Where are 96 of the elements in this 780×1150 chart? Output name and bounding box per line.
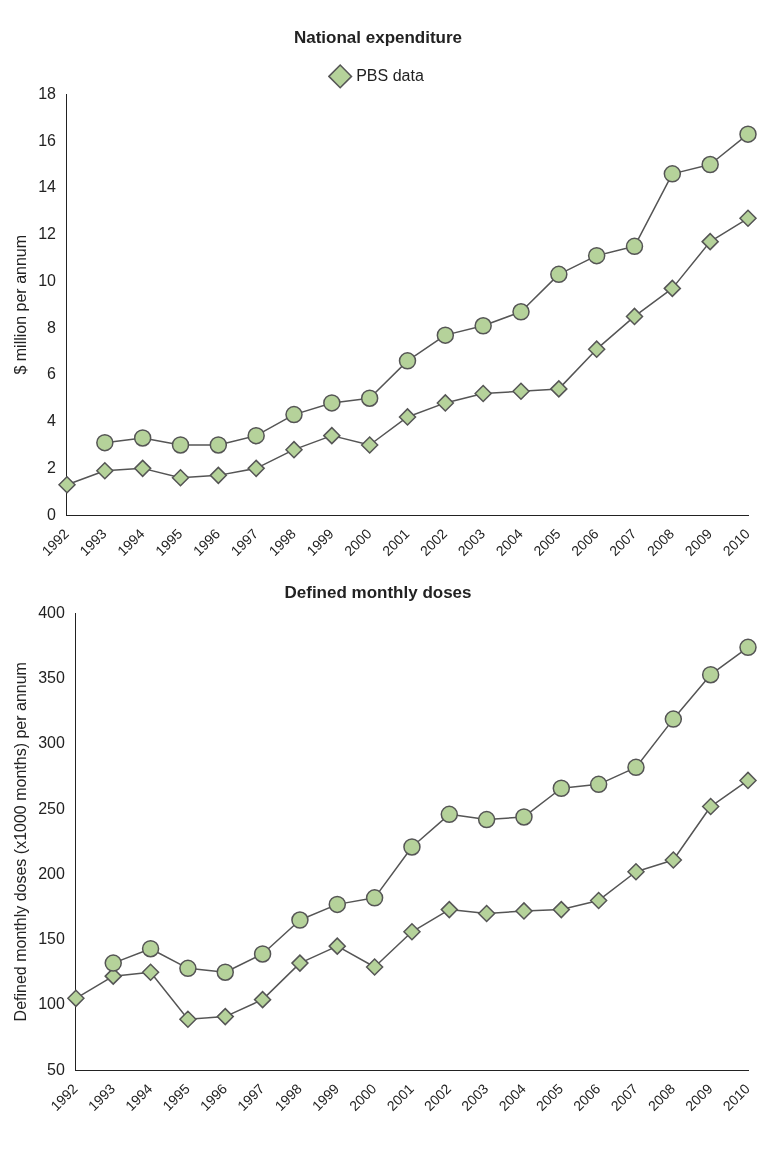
point <box>664 851 683 869</box>
point <box>253 945 272 963</box>
y-tick-label: 50 <box>47 1060 65 1078</box>
point <box>550 265 568 284</box>
point <box>216 1007 234 1026</box>
point <box>701 797 720 816</box>
point <box>550 380 568 398</box>
point <box>515 808 533 826</box>
point <box>474 384 492 403</box>
point <box>360 389 379 407</box>
point <box>440 805 459 824</box>
point <box>58 475 76 494</box>
point <box>291 954 309 972</box>
y-tick-label: 400 <box>38 603 65 621</box>
point <box>285 405 303 424</box>
y-tick-label: 200 <box>38 864 65 882</box>
y-axis-title: Defined monthly doses (x1000 months) per annum <box>12 662 30 1022</box>
point <box>67 989 85 1008</box>
legend-label: PBS data <box>356 66 424 84</box>
point <box>625 307 644 326</box>
y-tick-label: 100 <box>38 995 65 1013</box>
point <box>587 246 606 265</box>
point <box>209 436 228 454</box>
y-tick-label: 6 <box>47 365 57 383</box>
y-axis-title: $ million per annum <box>12 234 30 375</box>
point <box>474 317 492 335</box>
point <box>96 433 114 452</box>
y-tick-label: 16 <box>38 131 57 149</box>
point <box>589 891 608 910</box>
point <box>216 963 234 981</box>
point <box>512 303 530 321</box>
point <box>360 436 379 454</box>
point <box>701 155 719 174</box>
point <box>291 911 309 929</box>
point <box>436 326 455 344</box>
point <box>247 426 265 445</box>
point <box>247 459 265 478</box>
point <box>141 940 160 958</box>
point <box>365 958 384 976</box>
point <box>171 468 190 487</box>
y-tick-label: 8 <box>47 318 57 336</box>
y-tick-label: 300 <box>38 734 65 752</box>
chart-title: Defined monthly doses <box>284 582 472 602</box>
point <box>739 638 757 657</box>
y-tick-label: 2 <box>47 458 57 476</box>
point <box>436 394 455 412</box>
point <box>663 279 682 298</box>
point <box>133 429 152 447</box>
y-tick-label: 350 <box>38 669 65 687</box>
point <box>625 237 644 256</box>
point <box>398 352 417 370</box>
point <box>627 863 645 881</box>
point <box>627 758 645 777</box>
point <box>589 775 608 794</box>
point <box>253 990 272 1009</box>
point <box>587 340 606 358</box>
point <box>328 895 347 914</box>
point <box>403 923 421 941</box>
y-tick-label: 10 <box>38 271 57 289</box>
point <box>701 232 719 251</box>
y-tick-label: 18 <box>38 84 57 102</box>
point <box>477 904 496 923</box>
y-tick-label: 250 <box>38 799 65 817</box>
point <box>552 779 571 797</box>
point <box>328 937 347 955</box>
point <box>133 459 152 478</box>
point <box>739 771 757 790</box>
point <box>663 165 682 183</box>
y-tick-label: 0 <box>47 505 57 523</box>
point <box>104 954 122 972</box>
point <box>701 665 720 684</box>
point <box>179 1010 197 1028</box>
point <box>477 810 496 829</box>
point <box>365 889 384 907</box>
y-tick-label: 150 <box>38 930 65 948</box>
point <box>285 440 303 459</box>
point <box>552 900 571 919</box>
point <box>440 900 459 919</box>
chart-title: National expenditure <box>293 27 463 47</box>
point <box>739 209 757 228</box>
y-tick-label: 4 <box>47 412 57 430</box>
point <box>739 125 757 143</box>
point <box>515 902 533 920</box>
point <box>323 394 341 412</box>
point <box>96 461 114 480</box>
point <box>179 959 197 978</box>
point <box>209 466 228 485</box>
y-tick-label: 12 <box>38 225 57 243</box>
point <box>512 382 530 400</box>
point <box>664 710 683 728</box>
point <box>403 838 421 856</box>
point <box>171 436 190 454</box>
point <box>398 408 417 426</box>
point <box>323 426 341 445</box>
y-tick-label: 14 <box>38 178 57 196</box>
point <box>141 963 160 981</box>
